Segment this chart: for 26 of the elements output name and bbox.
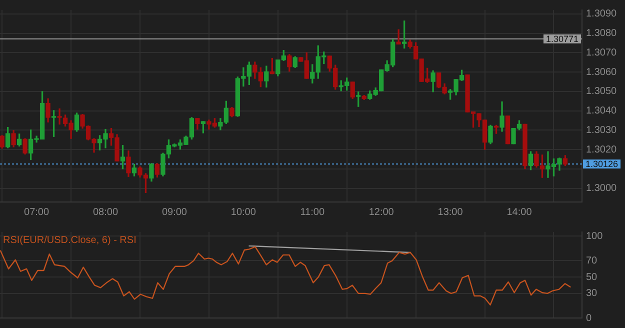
x-tick-label: 07:00 — [24, 206, 50, 218]
candlestick — [396, 29, 401, 44]
x-tick-label: 08:00 — [92, 206, 118, 218]
ref-line-label: 1.30126 — [586, 158, 618, 169]
y-tick-label: 1.3040 — [586, 106, 618, 117]
x-tick-label: 13:00 — [438, 206, 464, 218]
y-tick-label: 1.3060 — [586, 66, 618, 78]
y-tick-label: 70 — [586, 255, 598, 266]
x-tick-label: 09:00 — [162, 206, 188, 218]
y-tick-label: 30 — [586, 288, 598, 300]
y-tick-label: 0 — [586, 312, 592, 324]
y-tick-label: 1.3090 — [586, 8, 618, 20]
y-tick-label: 50 — [586, 272, 598, 283]
y-tick-label: 1.3000 — [586, 183, 618, 194]
chart-title: RSI(EUR/USD.Close, 6) - RSI — [3, 234, 136, 246]
ref-line-label: 1.30771 — [546, 34, 579, 44]
x-tick-label: 12:00 — [368, 206, 394, 218]
y-tick-label: 1.3050 — [586, 86, 618, 98]
y-tick-label: 100 — [586, 230, 604, 242]
y-tick-label: 1.3070 — [586, 47, 618, 58]
x-tick-label: 11:00 — [300, 206, 325, 218]
y-tick-label: 1.3030 — [586, 124, 618, 136]
x-tick-label: 14:00 — [506, 206, 532, 218]
x-tick-label: 10:00 — [230, 206, 256, 218]
y-tick-label: 1.3020 — [586, 144, 618, 156]
y-tick-label: 1.3080 — [586, 28, 618, 40]
